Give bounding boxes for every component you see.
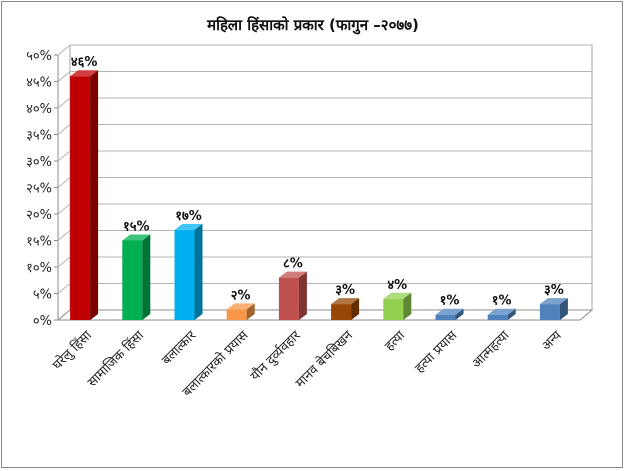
data-label: १% [440,294,460,309]
bar-front [487,314,508,320]
y-tick-label: ३५% [26,129,52,144]
x-tick-label: हत्या [382,328,408,354]
data-label: ८% [283,257,303,272]
bar-top [278,271,307,278]
bar [435,308,464,320]
gridline-side [57,283,71,294]
bar-side [455,308,464,320]
bar [122,234,151,320]
bar-side [90,70,99,320]
data-label: १५% [123,220,150,235]
bar-top [383,292,412,299]
gridline-side [57,97,71,109]
y-tick-label: ५०% [26,49,52,64]
data-label: ३% [544,283,564,298]
bar [226,303,255,320]
x-tick-label: सामाजिक हिंसा [84,327,147,390]
bar [174,223,203,320]
bar [383,292,412,320]
bar [539,298,568,320]
gridline-side [57,44,71,56]
grid-lines [56,44,594,321]
data-label: २% [231,288,251,303]
x-tick-label: मानव बेचबिखन [292,327,356,391]
bars [70,70,568,320]
gridline-side [57,203,71,215]
y-tick-label: ४०% [26,102,52,117]
bar-front [70,76,91,320]
bar-side [298,271,307,320]
x-tick-label: घरेलु हिंसा [49,327,95,373]
bar-side [351,298,360,320]
bar-top [174,223,203,230]
y-tick-label: २५% [26,182,52,197]
gridline-side [57,150,71,162]
bar-side [507,308,516,320]
bar-top [70,70,99,77]
bar-top [226,303,255,310]
y-tick-label: ३०% [26,155,52,170]
bar-top [435,308,464,315]
x-tick-label: हत्या प्रयास [412,328,460,376]
bar [70,70,99,320]
chart-title: महिला हिंसाको प्रकार (फागुन –२०७७) [206,16,419,35]
bar-top [331,298,360,305]
x-axis-ticks: घरेलु हिंसासामाजिक हिंसा बलात्कारबलात्कार… [49,327,565,400]
gridline-side [57,177,71,188]
data-label: ४% [387,278,407,293]
data-label: ४६% [71,55,98,70]
bar-front [331,304,352,320]
bar-side [142,234,151,320]
x-tick-label: यौन दुर्व्यवहार [247,327,304,384]
gridline-side [57,71,71,82]
bar-front [539,304,560,320]
y-tick-label: ५% [33,288,52,303]
y-tick-label: ०% [33,314,52,329]
data-label: ३% [335,283,355,298]
gridline-side [57,124,71,135]
bar [331,298,360,320]
x-tick-label: बलात्कार [159,328,200,369]
floor [56,309,594,321]
data-labels: ४६% १५% १७% २% ८% ३% ४% १% १% ३% [71,55,564,309]
gridline-side [57,256,71,268]
data-label: १७% [175,209,202,224]
bar-front [122,240,143,320]
bar-front [383,298,404,320]
bar-side [403,292,412,320]
x-tick-label: अन्य [539,328,565,354]
bar [278,271,307,320]
bar-front [226,309,247,320]
bar-side [246,303,255,320]
bar-top [122,234,151,241]
y-tick-label: २०% [26,208,52,223]
y-tick-label: १०% [26,261,52,276]
bar-top [487,308,516,315]
bar-front [435,314,456,320]
bar-front [174,229,195,320]
bar-side [559,298,568,320]
bar-front [278,277,299,320]
bar-side [194,223,203,320]
y-tick-label: ४५% [26,76,52,91]
bar-top [539,298,568,305]
data-label: १% [492,294,512,309]
bar [487,308,516,320]
gridline-side [57,230,71,241]
x-tick-label: आत्महत्या [469,328,513,372]
y-axis-ticks: ०% ५% १०% १५% २०% २५% ३०% ३५% ४०% ४५% ५०% [26,49,58,329]
y-tick-label: १५% [26,235,52,250]
